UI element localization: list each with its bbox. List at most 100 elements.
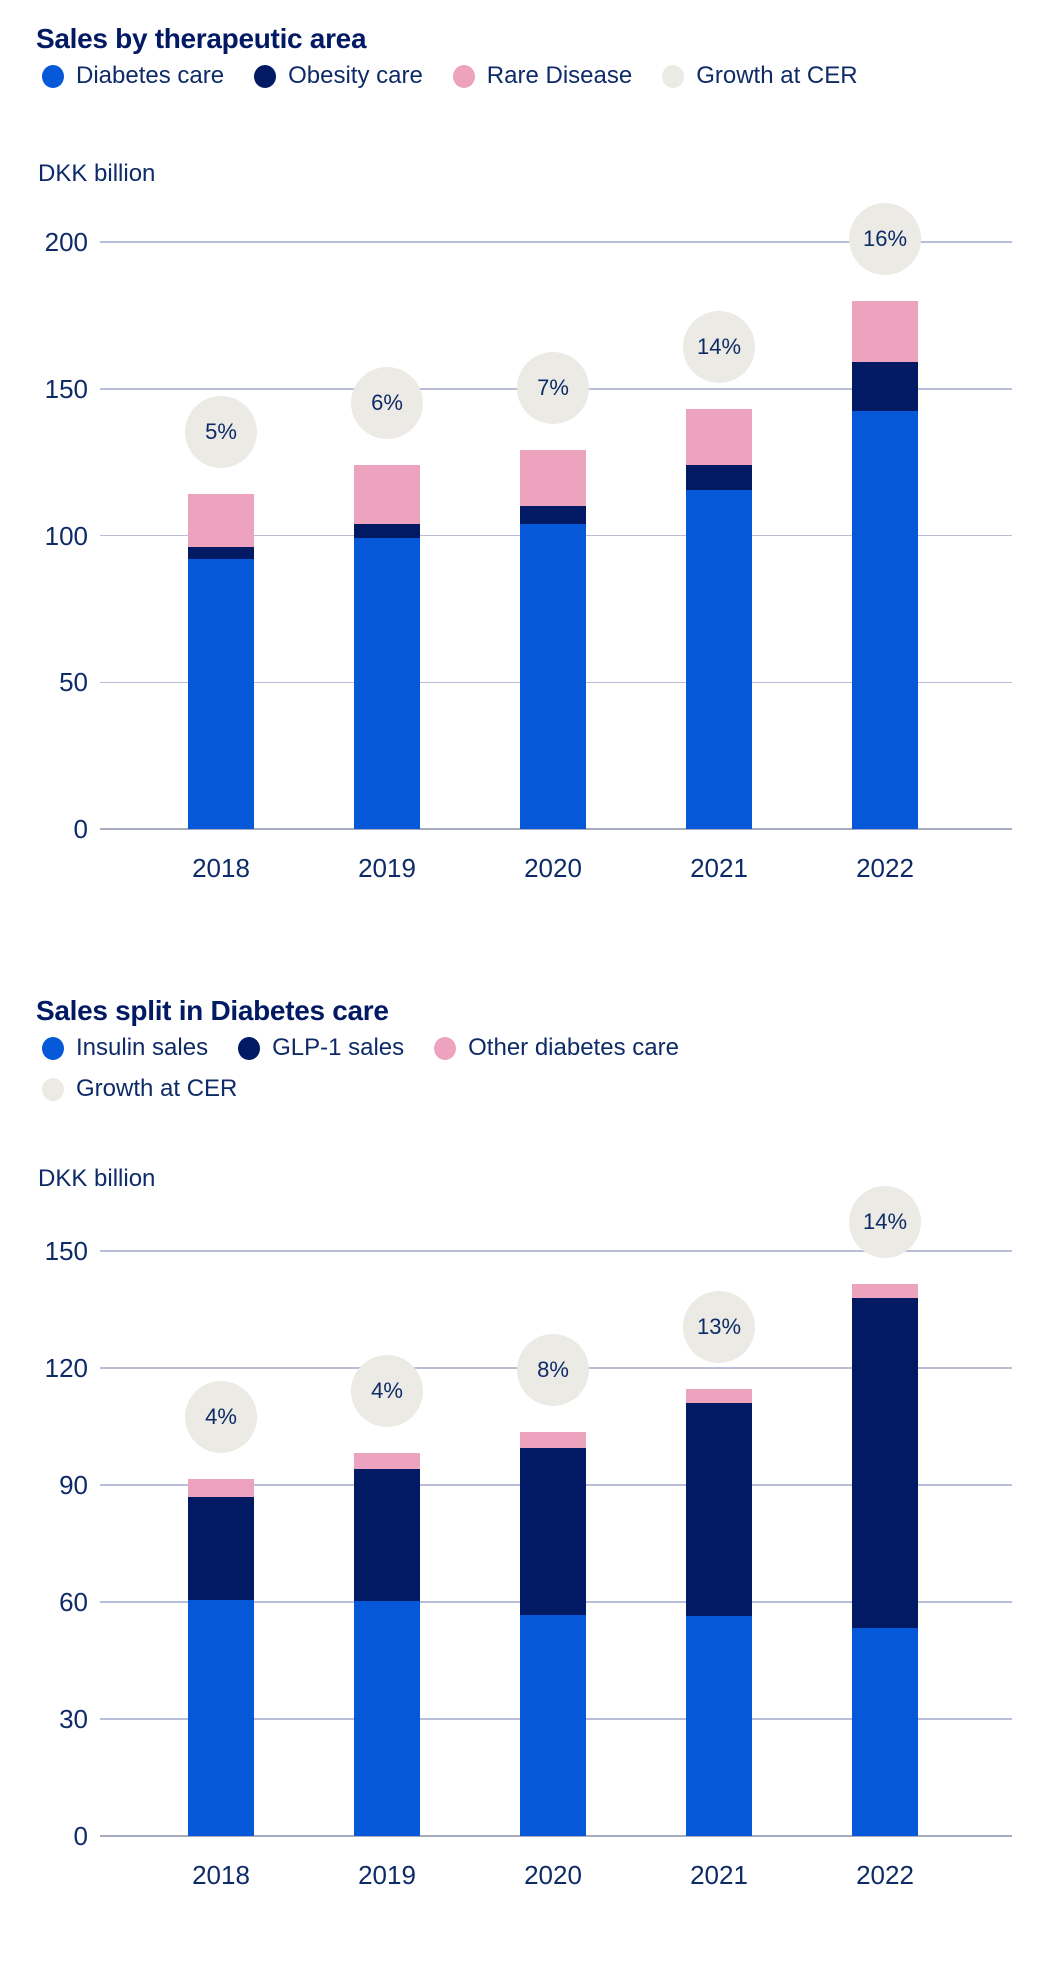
x-axis-line — [100, 828, 1012, 830]
y-axis-unit-label: DKK billion — [38, 1165, 156, 1192]
x-axis-year-label: 2019 — [358, 853, 416, 883]
x-axis-year-label: 2021 — [690, 853, 748, 883]
legend-item: Growth at CER — [662, 62, 858, 90]
y-tick-label: 50 — [59, 667, 88, 698]
legend-label: Rare Disease — [486, 62, 633, 89]
legend-row: Insulin sales GLP-1 sales Other diabetes c… — [42, 1034, 679, 1062]
gridline — [100, 1601, 1012, 1603]
growth-at-cer-badge: 16% — [849, 202, 921, 275]
legend-item: Other diabetes care — [434, 1034, 679, 1062]
legend-dot-gray — [662, 64, 685, 88]
bar-segment-blue — [188, 1600, 254, 1836]
bar-segment-navy — [188, 1496, 254, 1601]
growth-at-cer-badge: 6% — [351, 367, 423, 440]
x-axis-year-label: 2018 — [192, 1860, 250, 1890]
y-tick-label: 120 — [44, 1353, 88, 1383]
bar-segment-blue — [354, 1600, 420, 1836]
y-tick-label: 90 — [59, 1470, 88, 1500]
x-axis-year-label: 2021 — [690, 1860, 748, 1890]
legend-item: Rare Disease — [452, 62, 633, 90]
bar-segment-navy — [520, 506, 586, 524]
bar-segment-blue — [852, 1627, 918, 1836]
bar-segment-pink — [852, 300, 918, 363]
x-axis-year-label: 2020 — [524, 1860, 582, 1890]
bar-segment-pink — [188, 494, 254, 548]
legend-label: GLP-1 sales — [272, 1034, 405, 1061]
x-axis-year-label: 2019 — [358, 1860, 416, 1890]
legend-row: Diabetes care Obesity care Rare Disease Gro… — [42, 62, 858, 90]
bar-segment-navy — [354, 523, 420, 539]
legend-dot-navy — [238, 1036, 261, 1060]
y-tick-label: 200 — [44, 227, 88, 257]
legend-label: Obesity care — [288, 62, 423, 89]
gridline — [100, 1718, 1012, 1720]
growth-at-cer-badge: 14% — [849, 1186, 921, 1259]
legend-dot-gray — [42, 1077, 64, 1101]
bar-segment-pink — [354, 465, 420, 524]
gridline — [100, 388, 1012, 390]
bar-segment-blue — [686, 1616, 752, 1836]
bar-segment-navy — [520, 1447, 586, 1616]
gridline — [100, 1367, 1012, 1369]
legend-label: Growth at CER — [696, 62, 858, 89]
growth-at-cer-badge: 13% — [683, 1291, 755, 1364]
y-tick-label: 0 — [73, 1821, 88, 1851]
bar-segment-pink — [520, 450, 586, 507]
bar-segment-pink — [354, 1452, 420, 1470]
bar-segment-pink — [686, 409, 752, 466]
legend-label: Growth at CER — [76, 1075, 238, 1102]
chart-title: Sales by therapeutic area — [36, 23, 367, 55]
x-axis-year-label: 2018 — [192, 853, 250, 883]
x-axis-line — [100, 1835, 1012, 1837]
legend-item: Diabetes care — [42, 62, 224, 90]
bar-segment-navy — [686, 465, 752, 490]
bar-segment-pink — [188, 1479, 254, 1497]
legend-label: Other diabetes care — [468, 1034, 679, 1061]
gridline — [100, 1484, 1012, 1486]
bar-segment-blue — [520, 1615, 586, 1836]
bar-segment-blue — [686, 490, 752, 829]
legend-label: Insulin sales — [76, 1034, 209, 1061]
legend-dot-pink — [452, 64, 475, 88]
legend-label: Diabetes care — [76, 62, 225, 89]
bar-segment-navy — [852, 1297, 918, 1628]
gridline — [100, 1250, 1012, 1252]
gridline — [100, 241, 1012, 243]
chart-title: Sales split in Diabetes care — [36, 995, 389, 1027]
bar-segment-navy — [354, 1469, 420, 1601]
y-tick-label: 30 — [59, 1704, 88, 1734]
legend-item: Growth at CER — [42, 1075, 237, 1103]
bar-segment-blue — [852, 410, 918, 829]
bar-segment-blue — [188, 558, 254, 829]
bar-segment-navy — [188, 547, 254, 559]
growth-at-cer-badge: 5% — [185, 396, 257, 469]
legend-item: Obesity care — [254, 62, 423, 90]
growth-at-cer-badge: 14% — [683, 311, 755, 384]
gridline — [100, 681, 1012, 683]
growth-at-cer-badge: 4% — [185, 1381, 257, 1454]
bar-segment-navy — [686, 1403, 752, 1617]
y-tick-label: 100 — [44, 520, 88, 551]
bar-segment-pink — [852, 1284, 918, 1298]
x-axis-year-label: 2022 — [856, 853, 914, 883]
legend-item: Insulin sales — [42, 1034, 208, 1062]
legend-dot-pink — [434, 1036, 457, 1060]
y-axis-unit-label: DKK billion — [38, 160, 156, 187]
legend-dot-navy — [254, 64, 277, 88]
growth-at-cer-badge: 4% — [351, 1354, 423, 1427]
x-axis-year-label: 2022 — [856, 1860, 914, 1890]
legend-dot-blue — [42, 64, 64, 88]
bar-segment-navy — [852, 362, 918, 411]
legend-dot-blue — [42, 1036, 64, 1060]
y-tick-label: 150 — [44, 1236, 88, 1266]
y-tick-label: 60 — [59, 1587, 88, 1617]
growth-at-cer-badge: 8% — [517, 1333, 589, 1406]
bar-segment-pink — [520, 1431, 586, 1448]
legend-item: GLP-1 sales — [238, 1034, 404, 1062]
y-tick-label: 150 — [44, 373, 88, 404]
bar-segment-blue — [520, 523, 586, 829]
x-axis-year-label: 2020 — [524, 853, 582, 883]
